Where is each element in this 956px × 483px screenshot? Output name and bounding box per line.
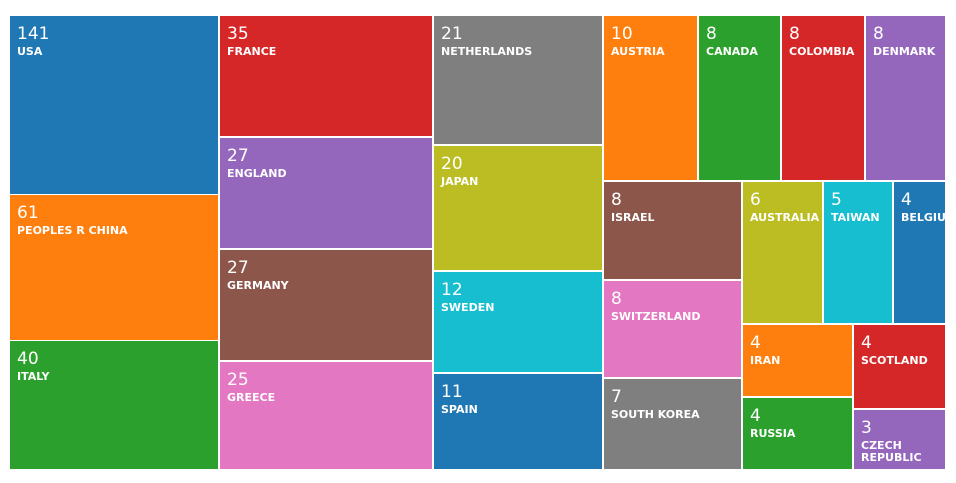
treemap-cell: 8 CANADA xyxy=(699,16,780,180)
category-label: ISRAEL xyxy=(611,211,655,224)
value-label: 4 xyxy=(750,406,761,426)
treemap-cell: 4 IRAN xyxy=(743,325,852,396)
category-label: RUSSIA xyxy=(750,427,796,440)
category-label: IRAN xyxy=(750,354,781,367)
treemap-cell: 6 AUSTRALIA xyxy=(743,182,822,323)
treemap-cell: 8 ISRAEL xyxy=(604,182,741,279)
category-label: FRANCE xyxy=(227,45,277,58)
category-label: AUSTRIA xyxy=(611,45,665,58)
value-label: 4 xyxy=(861,333,872,353)
value-label: 7 xyxy=(611,387,622,407)
treemap-cell: 12 SWEDEN xyxy=(434,272,602,372)
category-label: CANADA xyxy=(706,45,758,58)
value-label: 61 xyxy=(17,203,39,223)
category-label: SWEDEN xyxy=(441,301,495,314)
category-label: PEOPLES R CHINA xyxy=(17,224,128,237)
value-label: 8 xyxy=(611,190,622,210)
value-label: 20 xyxy=(441,154,463,174)
value-label: 27 xyxy=(227,258,249,278)
treemap-cell: 10 AUSTRIA xyxy=(604,16,697,180)
treemap-cell: 11 SPAIN xyxy=(434,374,602,469)
treemap-cell: 5 TAIWAN xyxy=(824,182,892,323)
category-label: ENGLAND xyxy=(227,167,287,180)
value-label: 10 xyxy=(611,24,633,44)
treemap-cell: 8 SWITZERLAND xyxy=(604,281,741,377)
category-label: BELGIUM xyxy=(901,211,945,224)
treemap-cell: 8 DENMARK xyxy=(866,16,945,180)
category-label: ITALY xyxy=(17,370,50,383)
treemap-cell: 7 SOUTH KOREA xyxy=(604,379,741,469)
value-label: 27 xyxy=(227,146,249,166)
treemap-cell: 4 RUSSIA xyxy=(743,398,852,469)
category-label: TAIWAN xyxy=(831,211,880,224)
value-label: 4 xyxy=(750,333,761,353)
value-label: 21 xyxy=(441,24,463,44)
treemap-cell: 40 ITALY xyxy=(10,341,218,469)
treemap-cell: 4BELGIUM xyxy=(894,182,945,323)
treemap-cell: 4 SCOTLAND xyxy=(854,325,945,408)
category-label: SPAIN xyxy=(441,403,478,416)
value-label: 35 xyxy=(227,24,249,44)
category-label: SCOTLAND xyxy=(861,354,928,367)
value-label: 25 xyxy=(227,370,249,390)
treemap-cell: 8 COLOMBIA xyxy=(782,16,864,180)
treemap-cell: 141 USA xyxy=(10,16,218,194)
treemap-cell: 3 CZECH REPUBLIC xyxy=(854,410,945,469)
category-label: AUSTRALIA xyxy=(750,211,820,224)
treemap-cell: 25 GREECE xyxy=(220,362,432,469)
treemap-cell: 20 JAPAN xyxy=(434,146,602,270)
value-label: 8 xyxy=(873,24,884,44)
value-label: 8 xyxy=(706,24,717,44)
value-label: 3 xyxy=(861,418,872,438)
value-label: 12 xyxy=(441,280,463,300)
treemap-cell: 21 NETHERLANDS xyxy=(434,16,602,144)
category-label: CZECH REPUBLIC xyxy=(861,439,922,464)
treemap-cell: 35 FRANCE xyxy=(220,16,432,136)
category-label: SOUTH KOREA xyxy=(611,408,700,421)
value-label: 6 xyxy=(750,190,761,210)
category-label: GREECE xyxy=(227,391,276,404)
treemap-cell: 61 PEOPLES R CHINA xyxy=(10,195,218,340)
value-label: 8 xyxy=(611,289,622,309)
category-label: JAPAN xyxy=(441,175,479,188)
category-label: USA xyxy=(17,45,43,58)
category-label: SWITZERLAND xyxy=(611,310,701,323)
value-label: 4 xyxy=(901,190,912,210)
value-label: 11 xyxy=(441,382,463,402)
treemap-cell: 27 GERMANY xyxy=(220,250,432,360)
category-label: COLOMBIA xyxy=(789,45,855,58)
category-label: DENMARK xyxy=(873,45,936,58)
category-label: NETHERLANDS xyxy=(441,45,533,58)
value-label: 40 xyxy=(17,349,39,369)
value-label: 141 xyxy=(17,24,50,44)
value-label: 8 xyxy=(789,24,800,44)
treemap-cell: 27 ENGLAND xyxy=(220,138,432,248)
value-label: 5 xyxy=(831,190,842,210)
category-label: GERMANY xyxy=(227,279,289,292)
